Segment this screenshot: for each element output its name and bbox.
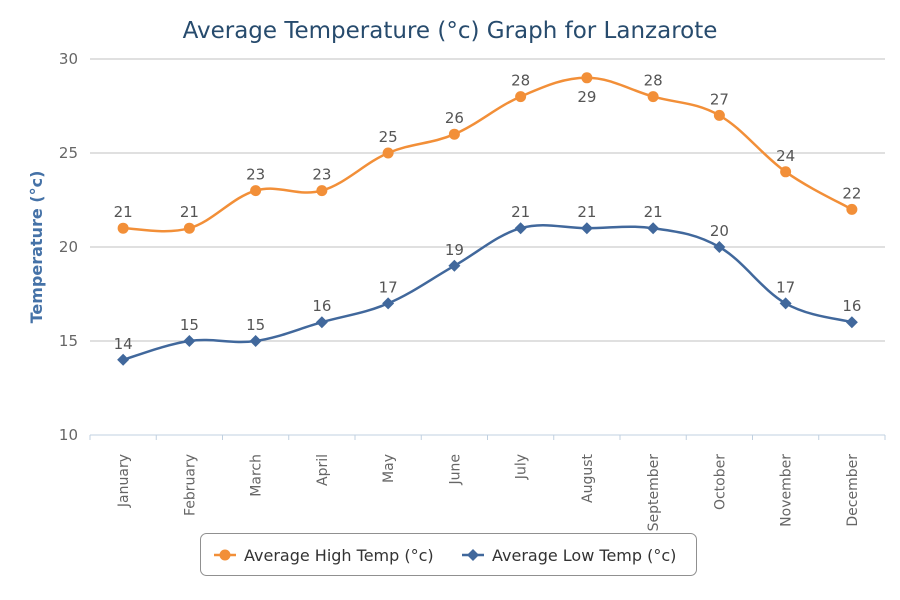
y-axis-ticks: 10 15 20 25 30 (59, 50, 78, 444)
x-tick-label: October (712, 454, 728, 510)
data-point-high[interactable] (448, 128, 460, 140)
data-point-high[interactable] (250, 185, 262, 197)
series-layer (117, 72, 858, 366)
data-point-high[interactable] (647, 91, 659, 103)
x-tick-label: July (514, 454, 530, 480)
x-axis: January February March April May June July Augu… (89, 434, 886, 532)
series-line-high (123, 76, 853, 233)
data-point-low[interactable] (382, 297, 395, 310)
y-tick-label: 30 (59, 50, 78, 68)
data-label-high: 23 (246, 166, 265, 184)
x-tick-label: August (580, 453, 596, 503)
legend-box (200, 533, 697, 576)
legend-label-low: Average Low Temp (°c) (492, 546, 676, 565)
data-label-high: 22 (842, 184, 861, 202)
y-tick-label: 15 (59, 332, 78, 350)
data-label-high: 26 (445, 109, 464, 127)
data-point-low[interactable] (779, 297, 792, 310)
legend-label-high: Average High Temp (°c) (244, 546, 434, 565)
y-tick-label: 10 (59, 426, 78, 444)
data-label-low: 19 (445, 241, 464, 259)
y-tick-label: 20 (59, 238, 78, 256)
data-label-low: 15 (246, 316, 265, 334)
x-tick-label: May (381, 454, 397, 483)
series-line-low (122, 223, 853, 362)
data-label-high: 28 (511, 72, 530, 90)
x-tick-label: February (182, 454, 198, 516)
legend[interactable]: Average High Temp (°c) Average Low Temp (… (200, 533, 697, 576)
data-label-high: 27 (710, 90, 729, 108)
x-tick-label: April (315, 454, 331, 486)
data-label-low: 21 (577, 203, 596, 221)
grid-lines (90, 58, 885, 342)
data-label-high: 21 (114, 203, 133, 221)
data-label-high: 21 (180, 203, 199, 221)
data-label-low: 20 (710, 222, 729, 240)
data-label-high: 25 (379, 128, 398, 146)
x-tick-label: September (646, 454, 662, 532)
data-point-low[interactable] (117, 353, 130, 366)
data-point-low[interactable] (580, 222, 593, 235)
data-point-high[interactable] (183, 222, 195, 234)
data-label-high: 23 (312, 166, 331, 184)
data-label-high: 24 (776, 147, 795, 165)
data-point-high[interactable] (713, 109, 725, 121)
data-point-low[interactable] (183, 335, 196, 347)
data-point-low[interactable] (315, 316, 328, 329)
data-label-low: 21 (511, 203, 530, 221)
x-tick-label: December (845, 454, 861, 527)
y-axis-label: Temperature (°c) (27, 171, 46, 324)
data-point-low[interactable] (249, 335, 262, 347)
legend-item-high[interactable]: Average High Temp (°c) (214, 546, 434, 565)
chart-title: Average Temperature (°c) Graph for Lanza… (183, 18, 718, 44)
data-label-low: 17 (776, 278, 795, 296)
data-label-low: 16 (842, 297, 861, 315)
data-label-low: 16 (312, 297, 331, 315)
data-point-low[interactable] (713, 241, 726, 253)
data-point-high[interactable] (581, 72, 593, 84)
data-label-high: 28 (644, 72, 663, 90)
data-point-low[interactable] (845, 316, 858, 329)
x-tick-label: March (249, 454, 265, 497)
legend-marker-low (467, 549, 479, 561)
data-label-low: 17 (379, 278, 398, 296)
data-point-high[interactable] (117, 222, 129, 234)
data-point-high[interactable] (780, 166, 792, 178)
x-tick-label: June (447, 454, 463, 486)
data-point-high[interactable] (846, 203, 858, 215)
legend-item-low[interactable]: Average Low Temp (°c) (462, 546, 676, 565)
data-point-low[interactable] (647, 222, 660, 235)
data-label-low: 15 (180, 316, 199, 334)
data-point-low[interactable] (448, 259, 461, 272)
legend-marker-high (219, 549, 231, 561)
x-tick-label: January (116, 454, 132, 508)
y-tick-label: 25 (59, 144, 78, 162)
data-point-high[interactable] (382, 147, 394, 159)
data-point-low[interactable] (514, 222, 527, 235)
data-label-low: 21 (644, 203, 663, 221)
data-point-high[interactable] (316, 185, 328, 197)
data-labels: 21 21 23 23 25 26 28 29 28 27 24 22 14 15 15 16 17 19 21 21… (114, 72, 862, 353)
data-label-low: 14 (114, 335, 133, 353)
data-label-high: 29 (577, 88, 596, 106)
data-point-high[interactable] (515, 91, 527, 103)
x-tick-label: November (779, 454, 795, 527)
